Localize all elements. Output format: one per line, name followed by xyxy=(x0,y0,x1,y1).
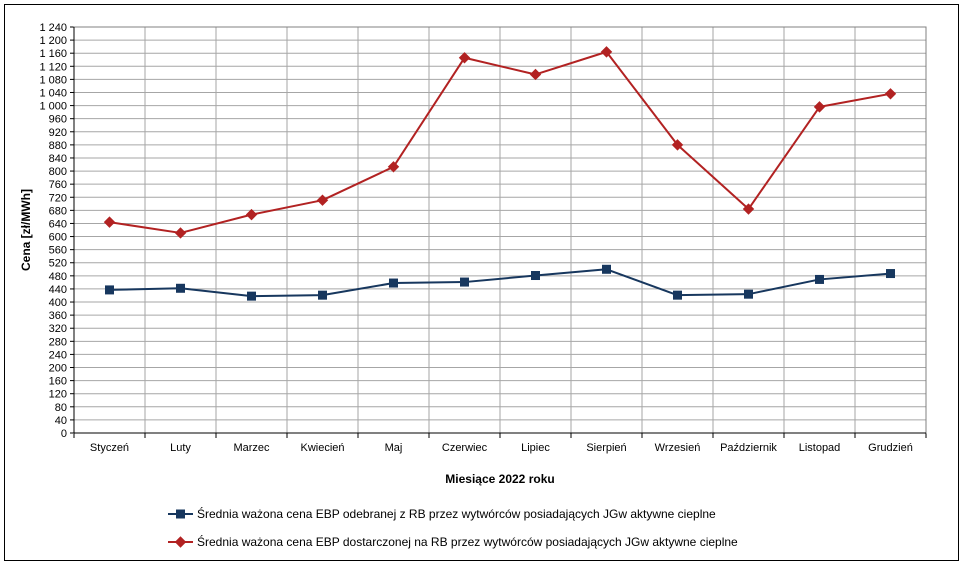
x-tick-label: Wrzesień xyxy=(655,442,701,454)
y-tick-label: 520 xyxy=(49,258,67,270)
series-2-point xyxy=(316,194,329,206)
x-tick-label: Maj xyxy=(385,442,403,454)
x-tick-label: Styczeń xyxy=(90,442,129,454)
y-tick-label: 1 160 xyxy=(39,48,67,60)
y-tick-label: 800 xyxy=(49,166,67,178)
series-1-point xyxy=(815,274,824,284)
series-1-point xyxy=(673,290,682,300)
y-tick-label: 760 xyxy=(49,179,67,191)
legend-marker-2 xyxy=(174,536,187,548)
series-2-point xyxy=(813,101,826,113)
series-1-point xyxy=(105,285,114,295)
y-tick-label: 960 xyxy=(49,114,67,126)
series-1-point xyxy=(176,283,185,293)
series-2-point xyxy=(600,46,613,58)
y-tick-label: 440 xyxy=(49,284,67,296)
x-tick-label: Kwiecień xyxy=(300,442,344,454)
y-tick-label: 1 200 xyxy=(39,35,67,47)
y-tick-label: 1 120 xyxy=(39,61,67,73)
series-1-point xyxy=(602,264,611,274)
x-tick-label: Listopad xyxy=(799,442,841,454)
series-2-point xyxy=(529,68,542,81)
series-2-point xyxy=(387,161,400,173)
series-2-point xyxy=(458,52,471,64)
x-tick-label: Luty xyxy=(170,442,191,454)
x-tick-label: Marzec xyxy=(233,442,270,454)
y-tick-label: 840 xyxy=(49,153,67,165)
x-tick-label: Lipiec xyxy=(521,442,550,454)
y-tick-label: 240 xyxy=(49,349,67,361)
series-1-point xyxy=(460,277,469,287)
x-tick-label: Grudzień xyxy=(868,442,913,454)
y-tick-label: 1 000 xyxy=(39,101,67,113)
y-tick-label: 680 xyxy=(49,205,67,217)
y-tick-label: 880 xyxy=(49,140,67,152)
legend-label-2: Średnia ważona cena EBP dostarczonej na … xyxy=(197,534,738,549)
series-2-point xyxy=(245,208,258,221)
y-tick-label: 560 xyxy=(49,245,67,257)
x-axis-title: Miesiące 2022 roku xyxy=(445,472,554,486)
series-2-point xyxy=(174,227,187,239)
y-tick-label: 360 xyxy=(49,310,67,322)
y-tick-label: 320 xyxy=(49,323,67,335)
series-2-point xyxy=(884,88,897,100)
series-1-point xyxy=(744,289,753,299)
y-tick-label: 600 xyxy=(49,232,67,244)
y-tick-label: 1 080 xyxy=(39,74,67,86)
y-tick-label: 400 xyxy=(49,297,67,309)
series-line-1 xyxy=(109,268,891,298)
y-tick-label: 160 xyxy=(49,376,67,388)
y-tick-label: 120 xyxy=(49,389,67,401)
y-tick-label: 280 xyxy=(49,336,67,348)
series-1-point xyxy=(247,291,256,301)
y-tick-label: 720 xyxy=(49,192,67,204)
y-tick-label: 920 xyxy=(49,127,67,139)
series-2-point xyxy=(103,216,116,228)
series-1-point xyxy=(531,271,540,281)
y-tick-label: 0 xyxy=(61,428,67,440)
series-2-point xyxy=(671,139,684,151)
y-axis-title: Cena [zł/MWh] xyxy=(19,189,33,271)
y-tick-label: 200 xyxy=(49,363,67,375)
series-2-point xyxy=(742,203,755,215)
x-tick-label: Sierpień xyxy=(586,442,626,454)
series-line-2 xyxy=(109,50,891,234)
x-tick-label: Październik xyxy=(720,442,777,454)
x-tick-label: Czerwiec xyxy=(442,442,488,454)
y-tick-label: 80 xyxy=(55,402,67,414)
y-tick-label: 480 xyxy=(49,271,67,283)
legend-label-1: Średnia ważona cena EBP odebranej z RB p… xyxy=(197,506,716,521)
y-tick-label: 1 040 xyxy=(39,87,67,99)
legend-marker-1 xyxy=(176,509,185,519)
series-1-point xyxy=(389,278,398,288)
series-1-point xyxy=(886,269,895,279)
y-tick-label: 40 xyxy=(55,415,67,427)
y-tick-label: 1 240 xyxy=(39,22,67,34)
series-1-point xyxy=(318,290,327,300)
y-tick-label: 640 xyxy=(49,218,67,230)
